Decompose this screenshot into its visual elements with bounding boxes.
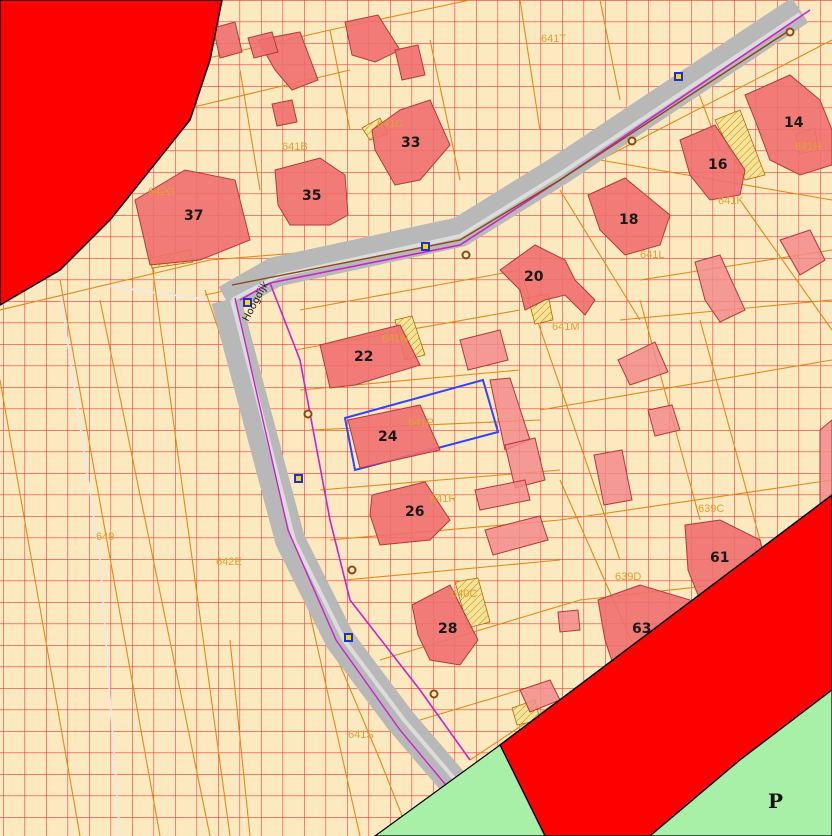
house-number: 16 <box>708 157 727 173</box>
marker-square <box>421 242 430 251</box>
house-number: 26 <box>405 504 424 520</box>
road-hoogdijk-south <box>211 296 472 800</box>
parcel-label: 642E <box>216 556 242 568</box>
special-area-label: P <box>768 789 783 813</box>
house-number: 35 <box>302 188 321 204</box>
house-number: 14 <box>784 115 804 131</box>
house-number: 37 <box>184 208 203 224</box>
parcel-label: 641N <box>382 333 408 345</box>
parcel-label: 641S <box>348 729 374 741</box>
house-number: 28 <box>438 621 457 637</box>
brown-markers <box>303 27 795 699</box>
green-area-right[interactable] <box>649 689 832 836</box>
marker-circle <box>303 409 313 419</box>
parcel-label: 641M <box>552 321 580 333</box>
marker-circle <box>347 565 357 575</box>
green-area-left[interactable] <box>373 744 546 836</box>
parcel-label: 641H <box>795 141 821 153</box>
parcel-label: 639D <box>615 571 641 583</box>
selected-parcel-outline[interactable] <box>343 378 500 472</box>
parcel-label: 642G <box>148 186 175 198</box>
house-number: 18 <box>619 212 638 228</box>
house-number: 20 <box>524 269 544 285</box>
utility-line-magenta <box>239 9 811 761</box>
marker-square <box>344 633 353 642</box>
parcel-label: 641T <box>541 33 566 45</box>
marker-square <box>674 72 683 81</box>
road-hoogdijk <box>218 0 809 314</box>
parcel-label: 641P <box>408 417 434 429</box>
house-number-labels: 37 35 33 14 16 18 20 22 24 26 28 61 63 <box>184 115 804 637</box>
house-number: 33 <box>401 135 420 151</box>
house-number: 61 <box>710 550 729 566</box>
house-number: 22 <box>354 349 373 365</box>
faint-paths <box>59 284 211 836</box>
marker-square <box>294 474 303 483</box>
marker-circle <box>785 27 795 37</box>
parcel-label: 641K <box>718 195 744 207</box>
parcel-labels: 641T 641C 641B 642G 641H 641K 641L 641M … <box>96 33 821 741</box>
parcel-label: 641R <box>430 493 456 505</box>
restricted-zone-northwest[interactable] <box>0 0 223 306</box>
marker-circle <box>461 250 471 260</box>
parcel-label: 649 <box>96 531 114 543</box>
marker-square <box>243 298 252 307</box>
parcel-label: 641C <box>377 118 403 130</box>
parcel-label: 640C <box>451 588 477 600</box>
parcel-label: 641B <box>282 141 308 153</box>
blue-markers <box>243 72 683 642</box>
house-number: 63 <box>632 621 651 637</box>
marker-circle <box>429 689 439 699</box>
utility-line-magenta-2 <box>234 297 451 791</box>
house-number: 24 <box>378 429 398 445</box>
parcel-label: 641L <box>640 249 664 261</box>
marker-circle <box>627 136 637 146</box>
utility-line-brown <box>231 29 791 286</box>
parcel-label: 639C <box>698 503 724 515</box>
